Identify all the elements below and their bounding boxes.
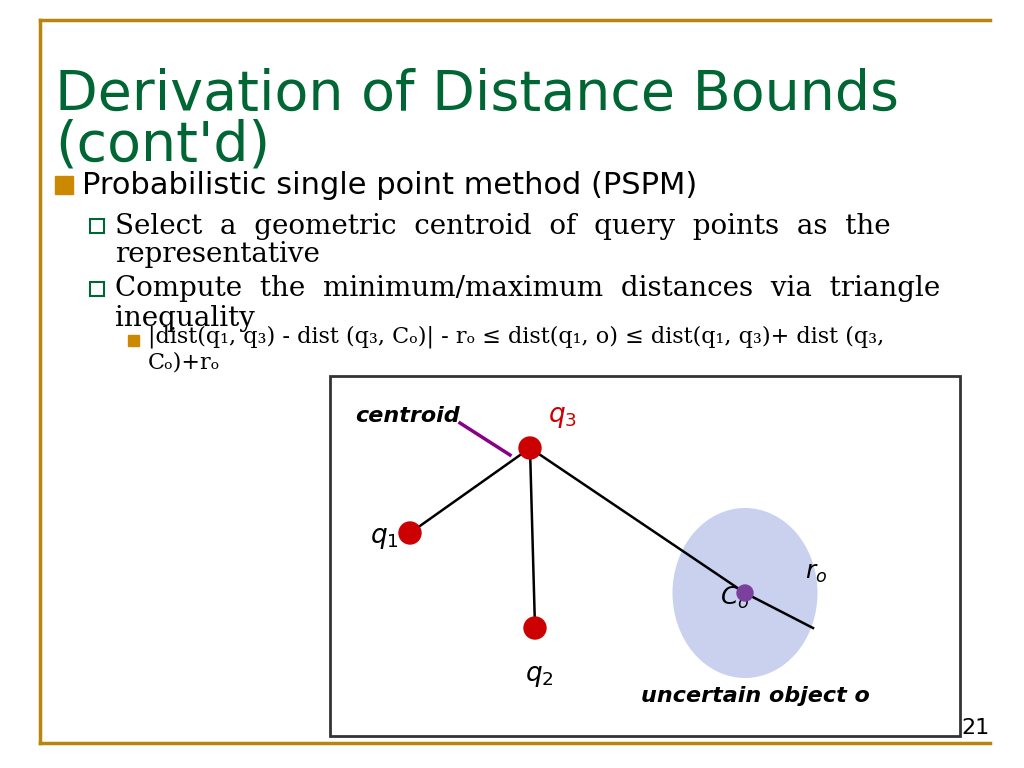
Circle shape	[524, 617, 546, 639]
Text: |dist(q₁, q₃) - dist (q₃, Cₒ)| - rₒ ≤ dist(q₁, o) ≤ dist(q₁, q₃)+ dist (q₃,: |dist(q₁, q₃) - dist (q₃, Cₒ)| - rₒ ≤ di…	[148, 326, 885, 349]
Ellipse shape	[673, 508, 817, 678]
Circle shape	[399, 522, 421, 544]
Text: Select  a  geometric  centroid  of  query  points  as  the: Select a geometric centroid of query poi…	[115, 213, 891, 240]
Text: $\mathit{C}_o$: $\mathit{C}_o$	[720, 585, 750, 611]
Text: Probabilistic single point method (PSPM): Probabilistic single point method (PSPM)	[82, 170, 697, 200]
Text: inequality: inequality	[115, 304, 255, 332]
Bar	[55, 176, 73, 194]
Text: $\mathit{q}_3$: $\mathit{q}_3$	[548, 404, 577, 430]
Text: $\mathit{r}_o$: $\mathit{r}_o$	[805, 561, 827, 585]
Bar	[330, 376, 961, 736]
Circle shape	[737, 585, 753, 601]
Bar	[128, 335, 139, 346]
Text: 21: 21	[962, 718, 990, 738]
Text: Derivation of Distance Bounds: Derivation of Distance Bounds	[55, 68, 899, 122]
Text: $\mathit{q}_1$: $\mathit{q}_1$	[370, 525, 398, 551]
Text: uncertain object o: uncertain object o	[641, 686, 869, 706]
Text: centroid: centroid	[355, 406, 460, 426]
Text: Cₒ)+rₒ: Cₒ)+rₒ	[148, 352, 220, 374]
Text: (cont'd): (cont'd)	[55, 118, 270, 172]
Text: representative: representative	[115, 241, 319, 269]
Circle shape	[519, 437, 541, 459]
Text: $\mathit{q}_2$: $\mathit{q}_2$	[525, 663, 554, 689]
Bar	[90, 282, 104, 296]
Text: Compute  the  minimum/maximum  distances  via  triangle: Compute the minimum/maximum distances vi…	[115, 276, 940, 303]
Bar	[90, 219, 104, 233]
